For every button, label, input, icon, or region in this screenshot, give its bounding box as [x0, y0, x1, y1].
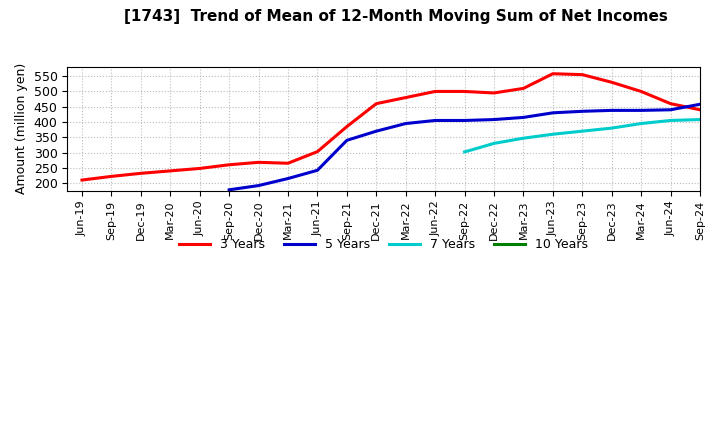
Legend: 3 Years, 5 Years, 7 Years, 10 Years: 3 Years, 5 Years, 7 Years, 10 Years	[174, 233, 593, 256]
Text: [1743]  Trend of Mean of 12-Month Moving Sum of Net Incomes: [1743] Trend of Mean of 12-Month Moving …	[124, 9, 668, 24]
Y-axis label: Amount (million yen): Amount (million yen)	[15, 63, 28, 194]
